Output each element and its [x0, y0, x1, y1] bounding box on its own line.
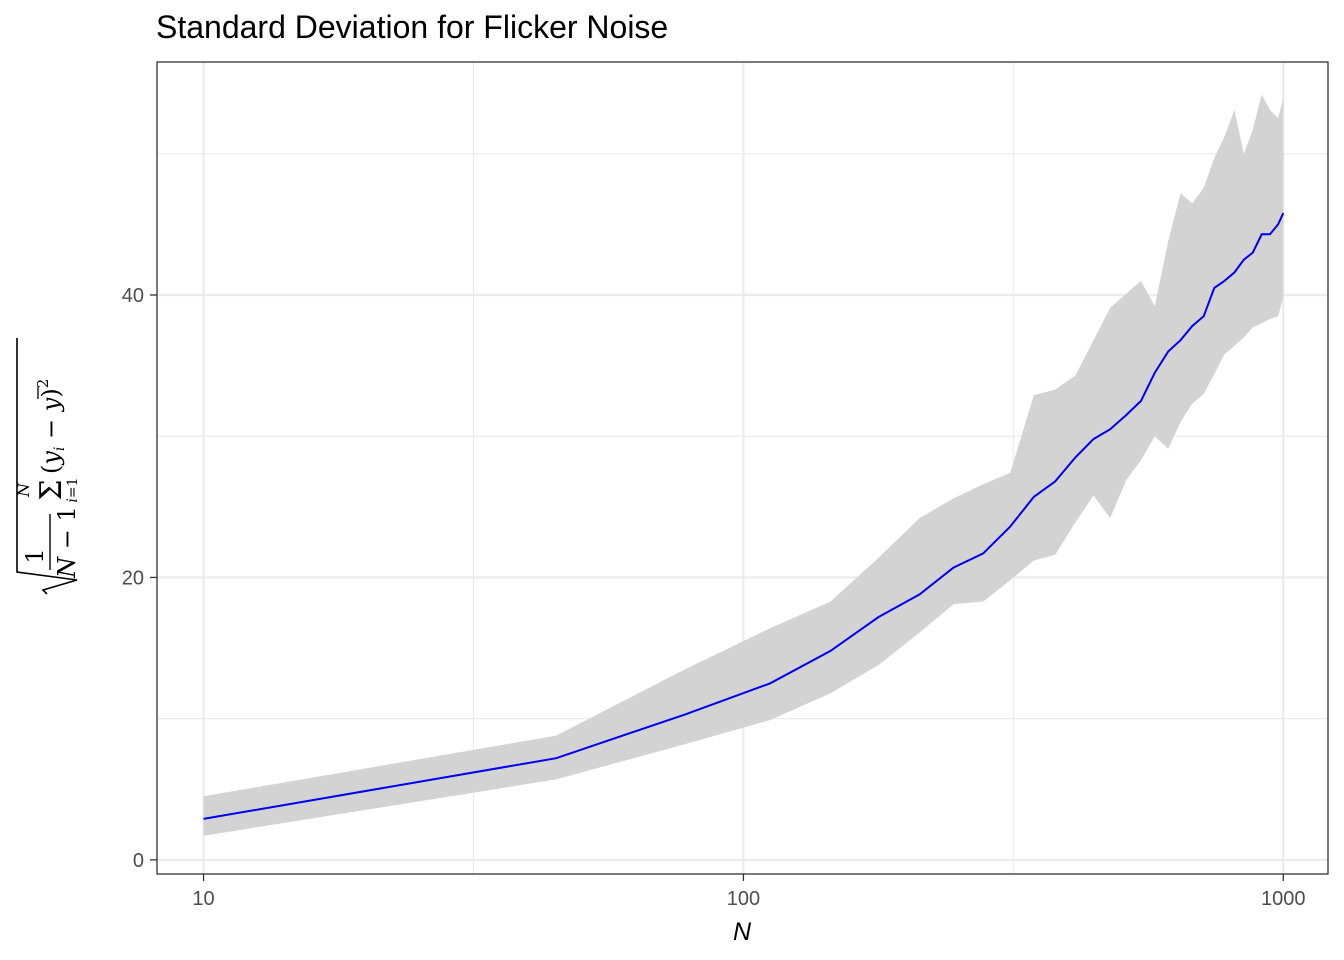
- chart-title: Standard Deviation for Flicker Noise: [156, 9, 668, 45]
- x-tick-label: 10: [192, 888, 214, 910]
- svg-text:i=1: i=1: [65, 477, 81, 502]
- x-tick-label: 1000: [1261, 888, 1306, 910]
- x-axis-label: N: [733, 918, 752, 946]
- y-tick-label: 0: [133, 850, 144, 872]
- x-tick-label: 100: [727, 888, 760, 910]
- x-axis: 10 100 1000: [192, 874, 1306, 910]
- panel-border: [156, 61, 1329, 875]
- series-line: [203, 212, 1285, 820]
- y-axis: 0 20 40: [122, 285, 157, 872]
- y-tick-label: 20: [122, 567, 144, 589]
- svg-text:(yi − y)2: (yi − y)2: [34, 379, 68, 474]
- svg-text:1: 1: [21, 548, 49, 563]
- svg-text:Σ: Σ: [34, 479, 69, 500]
- confidence-ribbon: [203, 94, 1284, 836]
- svg-text:N − 1: N − 1: [53, 506, 81, 579]
- svg-text:N: N: [14, 482, 33, 498]
- y-axis-label: 1 N − 1 N Σ i=1 (yi − y)2: [14, 338, 81, 595]
- y-tick-label: 40: [122, 285, 144, 307]
